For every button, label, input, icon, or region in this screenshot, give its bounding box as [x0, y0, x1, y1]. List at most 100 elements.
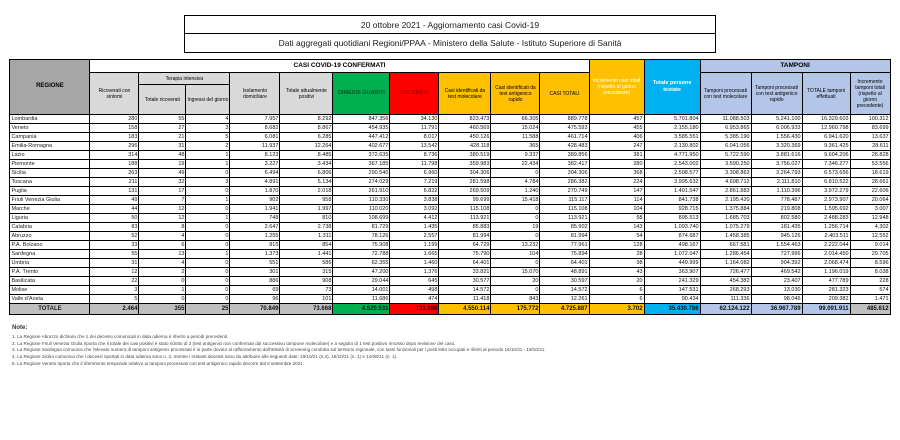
value-cell: 1 [185, 159, 231, 169]
value-cell: 1 [185, 249, 231, 259]
value-cell: 64.401 [539, 258, 590, 268]
value-cell: 228 [849, 276, 891, 286]
value-cell: 27 [138, 123, 187, 133]
value-cell: 36.967.789 [750, 303, 803, 315]
value-cell: 128 [588, 240, 645, 250]
value-cell: 726.477 [699, 267, 752, 277]
value-cell: 114 [588, 195, 645, 205]
header-tamponi-molecolare: Tamponi processati con test molecolare [699, 72, 752, 115]
value-cell: 1.240 [490, 186, 541, 196]
value-cell: 6 [138, 240, 187, 250]
region-name: Abruzzo [9, 231, 91, 241]
value-cell: 29.044 [332, 276, 391, 286]
value-cell: 12 [89, 267, 140, 277]
value-cell: 454.382 [699, 276, 752, 286]
value-cell: 14.572 [438, 285, 492, 295]
value-cell: 83 [89, 222, 140, 232]
value-cell: 4.520.531 [332, 303, 391, 315]
value-cell: 2.973.907 [801, 195, 851, 205]
region-name: Basilicata [9, 276, 91, 286]
value-cell: 1 [185, 195, 231, 205]
value-cell: 147 [588, 186, 645, 196]
value-cell: 98.046 [750, 294, 803, 304]
value-cell: 3.995.632 [643, 177, 701, 187]
value-cell: 99.091.911 [801, 303, 851, 315]
value-cell: 2 [138, 267, 187, 277]
value-cell: 75.908 [332, 240, 391, 250]
value-cell: 286.382 [539, 177, 590, 187]
value-cell: 3.320.369 [750, 141, 803, 151]
value-cell: 2 [185, 141, 231, 151]
value-cell: 874.687 [643, 231, 701, 241]
value-cell: 12 [138, 204, 187, 214]
value-cell: 11.088.503 [699, 114, 752, 124]
value-cell: 6.960 [389, 168, 440, 178]
value-cell: 1.075.279 [699, 222, 752, 232]
value-cell: 281.323 [801, 285, 851, 295]
value-cell: 6.573.656 [801, 168, 851, 178]
value-cell: 43 [588, 267, 645, 277]
value-cell: 11.791 [389, 123, 440, 133]
value-cell: 16.329.603 [801, 114, 851, 124]
table-row: Emilia-Romagna 296 31 2 11.937 12.264 402.677 1… [9, 141, 891, 151]
header-casi-antigenico: Casi identificati da test antigenico rap… [490, 72, 541, 115]
value-cell: 498 [389, 285, 440, 295]
value-cell: 1.311 [279, 231, 334, 241]
note-item: 1. La Regione Abruzzo dichiara che 1 dei… [12, 334, 229, 339]
value-cell: 3.881.616 [750, 150, 803, 160]
region-name: Friuli Venezia Giulia [9, 195, 91, 205]
value-cell: 447.412 [332, 132, 391, 142]
value-cell: 211 [89, 177, 140, 187]
value-cell: 304.306 [438, 168, 492, 178]
header-ricoverati: Ricoverati con sintomi [89, 72, 140, 115]
value-cell: 4 [185, 114, 231, 124]
value-cell: 778.487 [750, 195, 803, 205]
value-cell: 945.126 [750, 231, 803, 241]
value-cell: 6.953.865 [699, 123, 752, 133]
value-cell: 574 [849, 285, 891, 295]
value-cell: 1.941 [229, 204, 281, 214]
table-row: Sicilia 263 49 0 6.494 6.806 290.540 6.960 304.3… [9, 168, 891, 178]
value-cell: 0 [185, 204, 231, 214]
value-cell: 8.292 [279, 114, 334, 124]
value-cell: 12 [138, 213, 187, 223]
value-cell: 19 [490, 222, 541, 232]
value-cell: 5.134 [279, 177, 334, 187]
value-cell: 5.241.100 [750, 114, 803, 124]
value-cell: 1.199 [389, 240, 440, 250]
value-cell: 7.219 [389, 177, 440, 187]
value-cell: 104 [490, 249, 541, 259]
value-cell: 2.464 [89, 303, 140, 315]
header-persone-testate: Totale persone testate [643, 59, 701, 115]
value-cell: 1.256.714 [801, 222, 851, 232]
value-cell: 8.596 [849, 258, 891, 268]
value-cell: 1.554.463 [750, 240, 803, 250]
value-cell: 7.346.277 [801, 159, 851, 169]
value-cell: 69 [229, 285, 281, 295]
value-cell: 34.130 [389, 114, 440, 124]
value-cell: 5 [89, 294, 140, 304]
table-row: Marche 44 12 0 1.941 1.997 110.020 3.092 115.108… [9, 204, 891, 214]
notes-list: 1. La Regione Abruzzo dichiara che 1 dei… [12, 334, 872, 367]
value-cell: 25 [185, 303, 231, 315]
value-cell: 11.588 [490, 132, 541, 142]
value-cell: 4.302 [849, 222, 891, 232]
value-cell: 6.941.620 [801, 132, 851, 142]
value-cell: 280 [588, 159, 645, 169]
header-totale-ricoverati: Totale ricoverati [138, 84, 187, 115]
value-cell: 49 [89, 195, 140, 205]
value-cell: 0 [490, 204, 541, 214]
value-cell: 296 [89, 141, 140, 151]
value-cell: 6.822 [389, 186, 440, 196]
table-row: Lazio 314 48 1 8.123 8.485 372.635 8.736 380.519… [9, 150, 891, 160]
value-cell: 406 [588, 132, 645, 142]
value-cell: 131.688 [389, 303, 440, 315]
report-title: 20 ottobre 2021 - Aggiornamento casi Cov… [185, 16, 715, 34]
table-row: Sardegna 55 13 1 1.373 1.441 72.788 1.665 75.790… [9, 249, 891, 259]
value-cell: 115.108 [539, 204, 590, 214]
value-cell: 2.543.002 [643, 159, 701, 169]
value-cell: 183 [89, 132, 140, 142]
value-cell: 4.725.887 [539, 303, 590, 315]
value-cell: 111.336 [699, 294, 752, 304]
value-cell: 0 [490, 285, 541, 295]
